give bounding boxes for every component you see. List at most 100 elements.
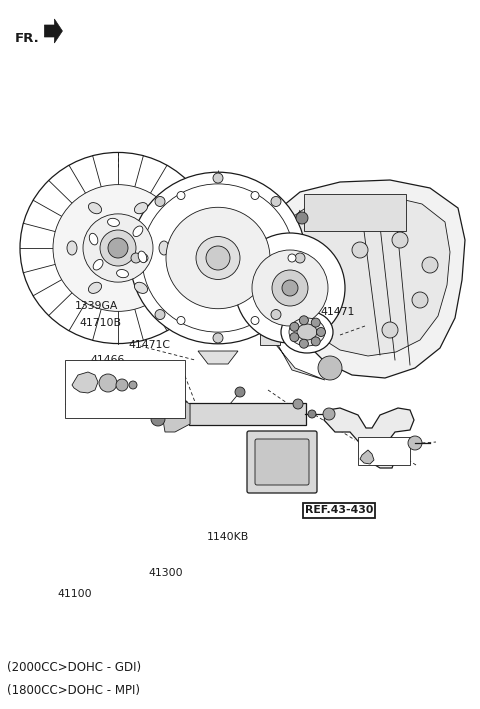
Circle shape <box>271 310 281 320</box>
Ellipse shape <box>88 282 102 294</box>
Ellipse shape <box>142 184 294 332</box>
Circle shape <box>151 412 165 426</box>
Text: 41471: 41471 <box>321 307 355 317</box>
Text: 41471C: 41471C <box>129 340 171 350</box>
Ellipse shape <box>196 237 240 279</box>
Circle shape <box>422 257 438 273</box>
Polygon shape <box>44 19 62 43</box>
Polygon shape <box>270 180 465 378</box>
FancyBboxPatch shape <box>247 431 317 493</box>
Circle shape <box>408 436 422 450</box>
Polygon shape <box>283 196 450 356</box>
Text: (1800CC>DOHC - MPI): (1800CC>DOHC - MPI) <box>7 684 140 697</box>
Ellipse shape <box>134 203 147 213</box>
Ellipse shape <box>297 324 317 340</box>
Circle shape <box>392 232 408 248</box>
Text: 41463: 41463 <box>65 399 99 409</box>
FancyBboxPatch shape <box>304 194 406 231</box>
Circle shape <box>412 292 428 308</box>
Circle shape <box>316 328 325 337</box>
Circle shape <box>323 408 335 420</box>
Circle shape <box>296 212 308 224</box>
Ellipse shape <box>289 318 325 346</box>
Circle shape <box>213 333 223 343</box>
Ellipse shape <box>281 311 333 353</box>
Circle shape <box>290 323 299 331</box>
Ellipse shape <box>130 172 306 344</box>
Text: 41466: 41466 <box>90 355 125 365</box>
Ellipse shape <box>20 152 216 344</box>
Circle shape <box>116 379 128 391</box>
FancyBboxPatch shape <box>189 403 306 425</box>
Circle shape <box>235 233 345 343</box>
Text: 41417: 41417 <box>189 243 224 253</box>
Ellipse shape <box>83 214 153 282</box>
Polygon shape <box>360 450 374 464</box>
Ellipse shape <box>93 259 103 270</box>
Ellipse shape <box>67 241 77 255</box>
Circle shape <box>213 173 223 183</box>
Circle shape <box>308 410 316 418</box>
Circle shape <box>155 310 165 320</box>
Circle shape <box>282 280 298 296</box>
Circle shape <box>251 316 259 325</box>
Circle shape <box>311 318 320 327</box>
Circle shape <box>177 316 185 325</box>
Ellipse shape <box>108 218 120 226</box>
Circle shape <box>155 196 165 206</box>
Circle shape <box>251 191 259 199</box>
Circle shape <box>293 399 303 409</box>
Circle shape <box>290 333 299 342</box>
Circle shape <box>311 337 320 346</box>
Circle shape <box>382 322 398 338</box>
Circle shape <box>318 356 342 380</box>
Circle shape <box>272 270 308 306</box>
Circle shape <box>252 250 328 326</box>
Circle shape <box>99 374 117 392</box>
Polygon shape <box>162 396 190 432</box>
Circle shape <box>271 196 281 206</box>
Text: 1339GA: 1339GA <box>74 301 118 311</box>
Polygon shape <box>72 372 98 393</box>
Circle shape <box>100 230 136 266</box>
Ellipse shape <box>89 233 98 245</box>
Circle shape <box>300 316 308 325</box>
Text: REF.43-430: REF.43-430 <box>305 506 373 515</box>
FancyBboxPatch shape <box>260 319 280 345</box>
Circle shape <box>300 339 308 348</box>
Circle shape <box>352 242 368 258</box>
Circle shape <box>140 254 148 262</box>
Text: 41100: 41100 <box>57 589 92 599</box>
Circle shape <box>288 254 296 262</box>
Ellipse shape <box>88 203 102 213</box>
Text: 41421B: 41421B <box>178 403 219 413</box>
Ellipse shape <box>138 251 147 263</box>
Ellipse shape <box>133 226 143 237</box>
Circle shape <box>295 253 305 263</box>
Polygon shape <box>198 351 238 364</box>
Text: 41300: 41300 <box>149 568 183 578</box>
Text: 41467: 41467 <box>90 378 125 388</box>
Text: (2000CC>DOHC - GDI): (2000CC>DOHC - GDI) <box>7 661 141 674</box>
Circle shape <box>175 381 185 391</box>
Circle shape <box>235 387 245 397</box>
Circle shape <box>131 253 141 263</box>
Circle shape <box>206 246 230 270</box>
Bar <box>65 360 185 418</box>
Ellipse shape <box>53 184 183 311</box>
Ellipse shape <box>159 241 169 255</box>
Text: 41710B: 41710B <box>79 318 121 328</box>
Text: 1140KB: 1140KB <box>206 532 249 542</box>
FancyBboxPatch shape <box>255 439 309 485</box>
Text: 41430B: 41430B <box>269 282 311 292</box>
Polygon shape <box>324 408 414 468</box>
Ellipse shape <box>166 207 270 308</box>
Ellipse shape <box>117 269 129 278</box>
Circle shape <box>108 238 128 258</box>
Circle shape <box>129 381 137 389</box>
Bar <box>358 437 410 465</box>
Text: FR.: FR. <box>14 33 39 45</box>
Ellipse shape <box>134 282 147 294</box>
Circle shape <box>177 191 185 199</box>
Polygon shape <box>272 215 325 380</box>
